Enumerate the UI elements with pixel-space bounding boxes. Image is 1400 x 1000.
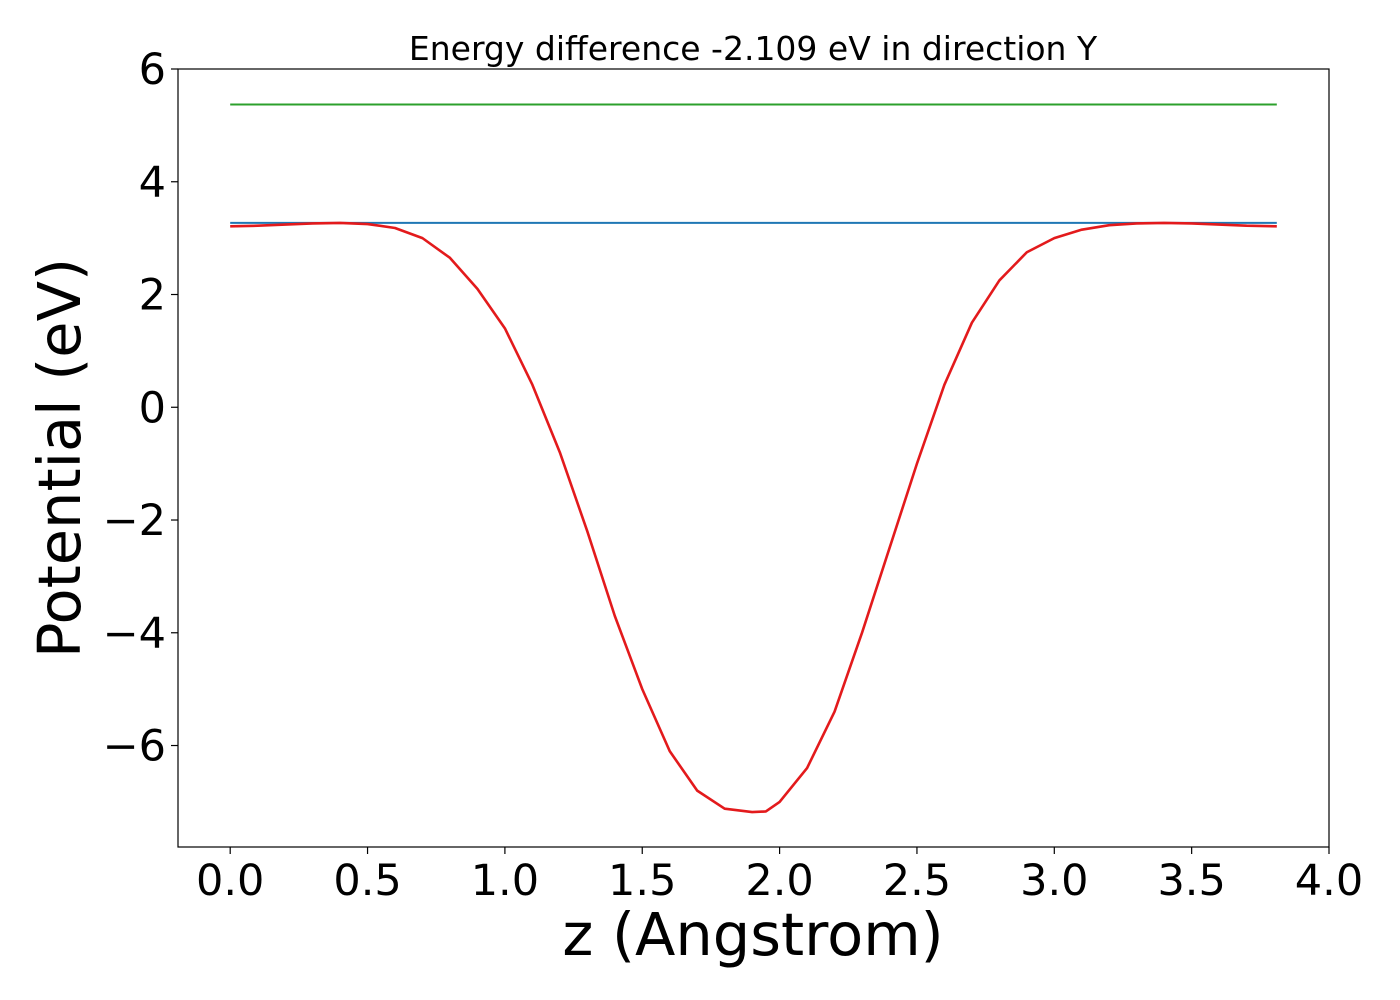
- x-axis-label: z (Angstrom): [562, 900, 943, 969]
- chart-title: Energy difference -2.109 eV in direction…: [409, 29, 1098, 68]
- y-tick-label: 2: [139, 271, 166, 321]
- x-tick-label: 1.0: [471, 856, 539, 906]
- tick-layer: 0.0 0.5 1.0 1.5 2.0 2.5 3.0 3.5 4.0 6 4 2 0 −2 −4 −6: [103, 45, 1364, 906]
- y-tick-label: −2: [103, 496, 166, 546]
- x-tick-label: 0.0: [196, 856, 264, 906]
- y-tick-label: 0: [139, 383, 166, 433]
- x-tick-label: 3.0: [1020, 856, 1088, 906]
- x-tick-label: 3.5: [1157, 856, 1225, 906]
- y-tick-label: −4: [103, 609, 166, 659]
- y-tick-label: 4: [139, 158, 166, 208]
- y-tick-label: 6: [139, 45, 166, 95]
- x-tick-label: 4.0: [1295, 856, 1363, 906]
- x-tick-label: 2.5: [883, 856, 951, 906]
- plot-frame: [177, 68, 1330, 848]
- y-tick-label: −6: [103, 722, 166, 772]
- plot-layer: [230, 103, 1277, 814]
- x-tick-label: 2.0: [745, 856, 813, 906]
- series-line-3: [230, 221, 1277, 814]
- y-axis-label: Potential (eV): [25, 258, 94, 658]
- x-tick-label: 0.5: [333, 856, 401, 906]
- x-tick-label: 1.5: [608, 856, 676, 906]
